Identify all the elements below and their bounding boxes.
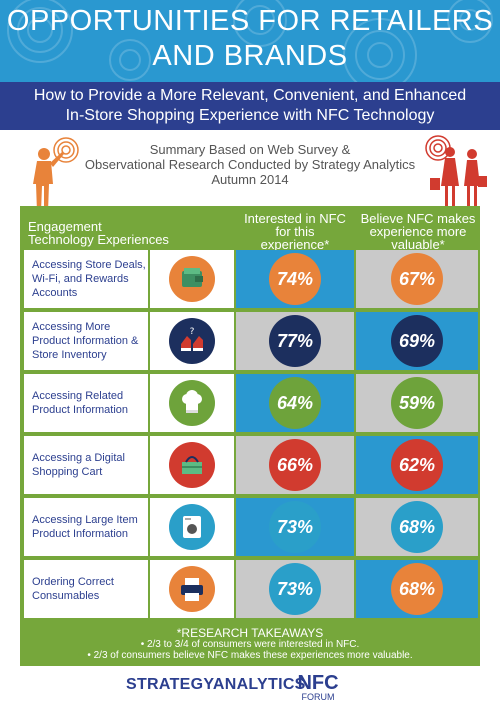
row-label: Accessing More Product Information & Sto… [24, 312, 148, 370]
strategy-analytics-logo: STRATEGYANALYTICS [126, 676, 306, 693]
interested-cell: 74% [236, 250, 354, 308]
row-icon-cell [150, 560, 234, 618]
summary-line-2: Observational Research Conducted by Stra… [84, 157, 416, 172]
nfc-logo-text: NFC [297, 672, 338, 694]
interested-value: 73% [269, 501, 321, 553]
nfc-forum-logo: NFC FORUM [297, 672, 338, 702]
interested-cell: 73% [236, 498, 354, 556]
table-row: Accessing a Digital Shopping Cart 66% 62… [24, 436, 478, 494]
summary-line-3: Autumn 2014 [211, 172, 289, 187]
table-row: Accessing Related Product Information 64… [24, 374, 478, 432]
valuable-value: 62% [391, 439, 443, 491]
row-icon-cell [150, 374, 234, 432]
row-label: Accessing Large Item Product Information [24, 498, 148, 556]
interested-cell: 73% [236, 560, 354, 618]
washing-machine-icon [169, 504, 215, 550]
header-valuable-line-3: valuable* [391, 237, 445, 252]
row-label: Accessing Store Deals, Wi-Fi, and Reward… [24, 250, 148, 308]
header-interested-line-1: Interested in NFC [244, 211, 346, 226]
header-engagement: Engagement Technology Experiences [28, 220, 238, 246]
valuable-value: 68% [391, 501, 443, 553]
title-line-1: OPPORTUNITIES FOR RETAILERS [6, 5, 494, 37]
row-icon-cell [150, 436, 234, 494]
header-valuable: Believe NFC makes experience more valuab… [357, 212, 479, 251]
subtitle-line-2: In-Store Shopping Experience with NFC Te… [65, 107, 435, 124]
valuable-cell: 68% [356, 560, 478, 618]
header-engagement-line-1: Engagement [28, 219, 102, 234]
title-banner: OPPORTUNITIES FOR RETAILERS AND BRANDS [0, 0, 500, 82]
page-title: OPPORTUNITIES FOR RETAILERS AND BRANDS [0, 4, 500, 74]
valuable-cell: 62% [356, 436, 478, 494]
header-engagement-line-2: Technology Experiences [28, 232, 169, 247]
research-takeaways: *RESEARCH TAKEAWAYS • 2/3 to 3/4 of cons… [20, 624, 480, 666]
takeaway-item: • 2/3 to 3/4 of consumers were intereste… [140, 639, 360, 650]
row-label: Ordering Correct Consumables [24, 560, 148, 618]
results-table: Engagement Technology Experiences Intere… [20, 206, 480, 666]
valuable-cell: 69% [356, 312, 478, 370]
header-interested-line-3: experience* [260, 237, 330, 252]
row-label: Accessing a Digital Shopping Cart [24, 436, 148, 494]
decorative-rings [7, 0, 493, 82]
row-icon-cell [150, 250, 234, 308]
takeaway-item: • 2/3 of consumers believe NFC makes the… [87, 650, 413, 661]
valuable-cell: 68% [356, 498, 478, 556]
interested-value: 77% [269, 315, 321, 367]
header-valuable-line-1: Believe NFC makes [360, 211, 476, 226]
table-row: Accessing Store Deals, Wi-Fi, and Reward… [24, 250, 478, 308]
row-icon-cell [150, 498, 234, 556]
shoppers-figure [425, 135, 487, 212]
valuable-cell: 59% [356, 374, 478, 432]
interested-cell: 64% [236, 374, 354, 432]
valuable-value: 68% [391, 563, 443, 615]
shopper-with-phone-figure [33, 137, 79, 212]
subtitle-bar: How to Provide a More Relevant, Convenie… [0, 82, 500, 130]
row-icon-cell: ? [150, 312, 234, 370]
summary-line-1: Summary Based on Web Survey & [149, 142, 351, 157]
wallet-icon [169, 256, 215, 302]
valuable-value: 59% [391, 377, 443, 429]
title-line-2: AND BRANDS [152, 40, 348, 72]
svg-text:?: ? [190, 327, 195, 337]
interested-value: 66% [269, 439, 321, 491]
valuable-cell: 67% [356, 250, 478, 308]
interested-cell: 66% [236, 436, 354, 494]
header-interested: Interested in NFC for this experience* [236, 212, 354, 251]
printer-icon [169, 566, 215, 612]
interested-cell: 77% [236, 312, 354, 370]
table-row: Ordering Correct Consumables 73% 68% [24, 560, 478, 618]
takeaways-title: *RESEARCH TAKEAWAYS [176, 626, 324, 640]
subtitle-line-1: How to Provide a More Relevant, Convenie… [33, 87, 467, 104]
shopping-basket-icon [169, 442, 215, 488]
nfc-logo-sub: FORUM [302, 692, 335, 702]
header-interested-line-2: for this [275, 224, 315, 239]
valuable-value: 67% [391, 253, 443, 305]
sneakers-icon: ? [169, 318, 215, 364]
header-valuable-line-2: experience more [369, 224, 467, 239]
table-row: Accessing More Product Information & Sto… [24, 312, 478, 370]
row-label: Accessing Related Product Information [24, 374, 148, 432]
interested-value: 73% [269, 563, 321, 615]
table-row: Accessing Large Item Product Information… [24, 498, 478, 556]
chef-hat-icon [169, 380, 215, 426]
valuable-value: 69% [391, 315, 443, 367]
interested-value: 74% [269, 253, 321, 305]
interested-value: 64% [269, 377, 321, 429]
